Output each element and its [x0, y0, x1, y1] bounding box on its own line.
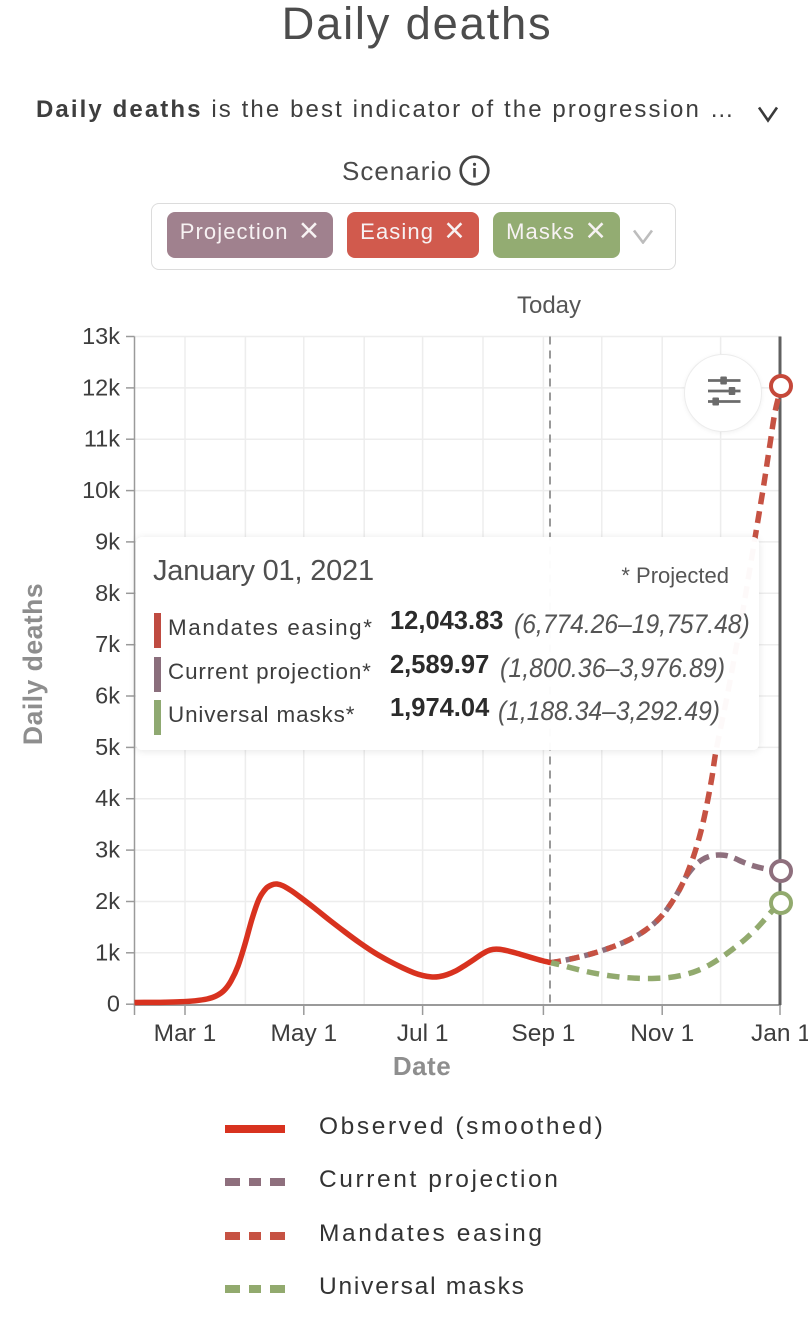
svg-text:5k: 5k	[95, 734, 120, 760]
svg-text:3k: 3k	[95, 837, 120, 863]
svg-text:Sep 1: Sep 1	[511, 1020, 575, 1047]
svg-text:11k: 11k	[84, 426, 120, 452]
svg-text:13k: 13k	[82, 323, 120, 349]
svg-text:8k: 8k	[95, 580, 120, 606]
svg-text:Mar 1: Mar 1	[154, 1020, 217, 1047]
svg-text:10k: 10k	[82, 477, 120, 503]
svg-text:Nov 1: Nov 1	[630, 1020, 694, 1047]
svg-text:6k: 6k	[95, 683, 120, 709]
svg-text:Jul 1: Jul 1	[397, 1020, 449, 1047]
svg-text:12k: 12k	[82, 374, 120, 400]
svg-text:0: 0	[107, 991, 120, 1017]
svg-text:7k: 7k	[95, 631, 120, 657]
svg-text:Daily deaths: Daily deaths	[18, 583, 48, 745]
svg-text:May 1: May 1	[270, 1020, 337, 1047]
svg-text:2k: 2k	[95, 888, 120, 914]
svg-text:1k: 1k	[95, 939, 120, 965]
svg-text:4k: 4k	[95, 785, 120, 811]
svg-text:Date: Date	[393, 1051, 451, 1081]
svg-text:Jan 1: Jan 1	[751, 1020, 808, 1047]
svg-text:9k: 9k	[95, 528, 120, 554]
